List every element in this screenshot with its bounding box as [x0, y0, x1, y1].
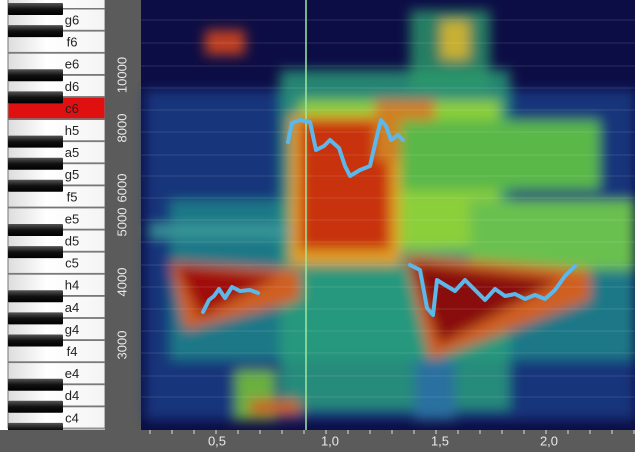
y-axis-strip [105, 0, 141, 430]
x-tick-label: 0,5 [208, 433, 226, 448]
black-key [8, 25, 63, 38]
black-key [8, 312, 63, 325]
corner [0, 430, 141, 452]
black-key [8, 179, 63, 192]
piano-keyboard: g6 f6 e6 d6 c6 h5 a5 g5 f5 e5 d5 c5 h4 a4 g4 f4 e4 d4 c4 [7, 0, 106, 435]
x-axis: 0,5 1,0 1,5 2,0 [149, 430, 635, 448]
key-label: h4 [65, 278, 79, 293]
key-label: d6 [65, 79, 79, 94]
spectrogram [141, 0, 635, 430]
pitch-trace [201, 118, 577, 317]
black-key [8, 334, 63, 347]
key-label: a4 [65, 300, 79, 315]
black-key [8, 157, 63, 170]
y-tick-label: 6000 [114, 174, 129, 203]
x-axis-strip [141, 430, 635, 452]
y-tick-label: 4000 [114, 268, 129, 297]
y-tick-label: 5000 [114, 208, 129, 237]
energy-field [145, 10, 635, 420]
black-key [8, 91, 63, 104]
black-key [8, 290, 63, 303]
key-label: c4 [65, 410, 79, 425]
key-label: e6 [65, 57, 79, 72]
black-key [8, 135, 63, 148]
key-label: e5 [65, 211, 79, 226]
key-label: d4 [65, 388, 79, 403]
black-key [8, 400, 63, 413]
x-tick-label: 1,5 [431, 433, 449, 448]
y-tick-label: 8000 [114, 114, 129, 143]
black-key [8, 3, 63, 15]
key-label: d5 [65, 233, 79, 248]
x-tick-label: 1,0 [321, 433, 339, 448]
y-tick-label: 3000 [114, 331, 129, 360]
key-label: a5 [65, 145, 79, 160]
key-label: g6 [65, 12, 79, 27]
key-label: c5 [65, 256, 79, 271]
black-key [8, 378, 63, 391]
key-label: h5 [65, 123, 79, 138]
black-key [8, 69, 63, 82]
black-key [8, 224, 63, 236]
x-tick-label: 2,0 [540, 433, 558, 448]
key-label: e4 [65, 366, 79, 381]
grid-lines [141, 19, 635, 398]
key-label: g5 [65, 167, 79, 182]
key-label: f6 [67, 35, 78, 50]
y-axis: 10000 8000 6000 5000 4000 3000 [114, 57, 129, 360]
key-label: f5 [67, 189, 78, 204]
key-label: c6 [65, 101, 79, 116]
y-tick-label: 10000 [114, 57, 129, 93]
black-key [8, 246, 63, 259]
key-label: g4 [65, 322, 79, 337]
key-label: f4 [67, 344, 78, 359]
